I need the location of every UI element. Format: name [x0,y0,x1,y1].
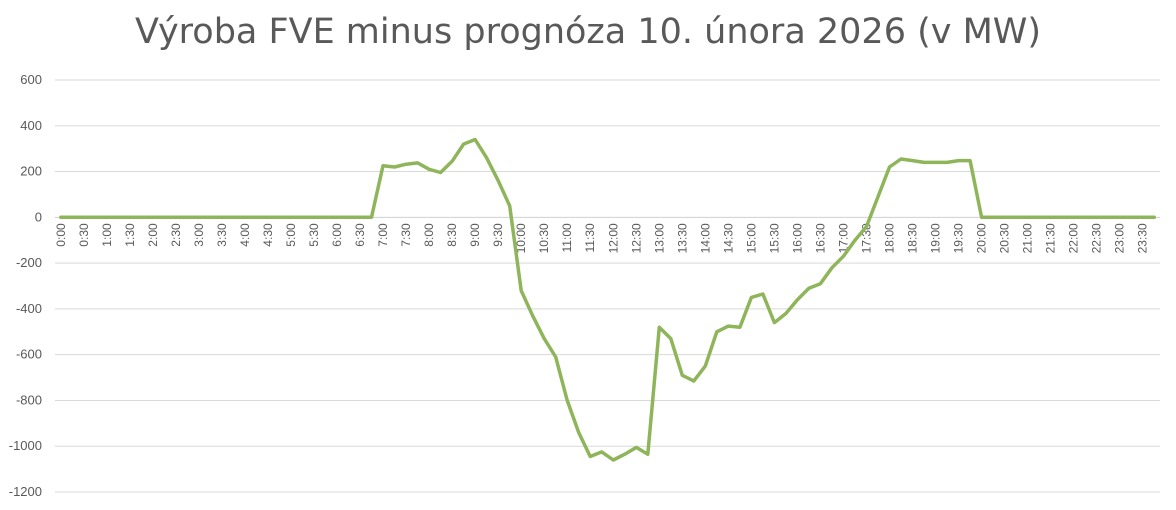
x-tick-label: 9:30 [491,223,505,247]
x-tick-label: 20:00 [975,223,989,253]
x-tick-label: 10:00 [514,223,528,253]
x-tick-label: 13:30 [675,223,689,253]
x-tick-label: 21:00 [1021,223,1035,253]
y-tick-label: 200 [20,164,42,179]
x-tick-label: 18:30 [906,223,920,253]
x-tick-label: 21:30 [1044,223,1058,253]
x-tick-label: 18:00 [883,223,897,253]
x-tick-label: 22:00 [1067,223,1081,253]
x-tick-label: 14:30 [721,223,735,253]
x-tick-label: 1:30 [123,223,137,247]
x-tick-label: 4:00 [238,223,252,247]
x-tick-label: 17:00 [836,223,850,253]
y-tick-label: -400 [16,301,42,316]
x-tick-label: 15:00 [744,223,758,253]
x-tick-label: 10:30 [537,223,551,253]
x-tick-label: 14:00 [698,223,712,253]
x-tick-label: 12:30 [629,223,643,253]
x-tick-label: 23:00 [1113,223,1127,253]
y-tick-label: -600 [16,347,42,362]
x-tick-label: 1:00 [100,223,114,247]
y-tick-label: 0 [35,209,42,224]
x-tick-label: 7:00 [376,223,390,247]
x-tick-label: 19:30 [952,223,966,253]
x-tick-label: 20:30 [998,223,1012,253]
x-tick-label: 9:00 [468,223,482,247]
y-tick-label: -200 [16,255,42,270]
chart-title: Výroba FVE minus prognóza 10. února 2026… [134,12,1042,52]
x-tick-label: 8:00 [422,223,436,247]
x-tick-label: 6:00 [330,223,344,247]
x-tick-label: 15:30 [767,223,781,253]
y-tick-label: -1000 [9,438,42,453]
x-tick-label: 5:30 [307,223,321,247]
x-tick-label: 5:00 [284,223,298,247]
y-tick-label: -800 [16,392,42,407]
x-tick-label: 16:30 [813,223,827,253]
x-tick-label: 11:00 [560,223,574,252]
x-tick-label: 0:30 [77,223,91,247]
x-tick-label: 0:00 [54,223,68,247]
x-tick-label: 3:00 [192,223,206,247]
x-tick-label: 16:00 [790,223,804,253]
x-tick-label: 23:30 [1136,223,1150,253]
y-tick-label: -1200 [9,484,42,499]
y-tick-label: 400 [20,118,42,133]
x-tick-label: 8:30 [445,223,459,247]
x-tick-label: 4:30 [261,223,275,247]
x-tick-label: 2:30 [169,223,183,247]
x-tick-label: 7:30 [399,223,413,247]
x-tick-label: 2:00 [146,223,160,247]
y-tick-label: 600 [20,72,42,87]
x-tick-label: 11:30 [583,223,597,252]
x-tick-label: 22:30 [1090,223,1104,253]
x-tick-label: 12:00 [606,223,620,253]
x-tick-label: 19:00 [929,223,943,253]
x-tick-label: 6:30 [353,223,367,247]
series-line [59,137,1156,462]
x-tick-label: 3:30 [215,223,229,247]
x-tick-label: 13:00 [652,223,666,253]
